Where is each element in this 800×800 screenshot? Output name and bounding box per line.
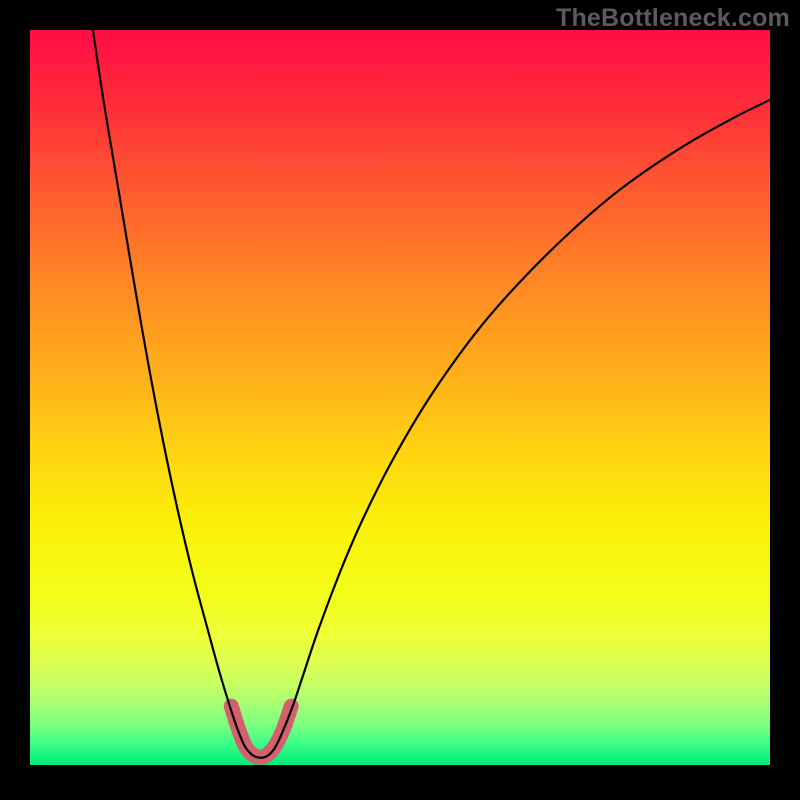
watermark-text: TheBottleneck.com [556, 4, 790, 33]
chart-svg [0, 0, 800, 800]
plot-background [30, 30, 770, 765]
chart-container: { "canvas": { "width": 800, "height": 80… [0, 0, 800, 800]
